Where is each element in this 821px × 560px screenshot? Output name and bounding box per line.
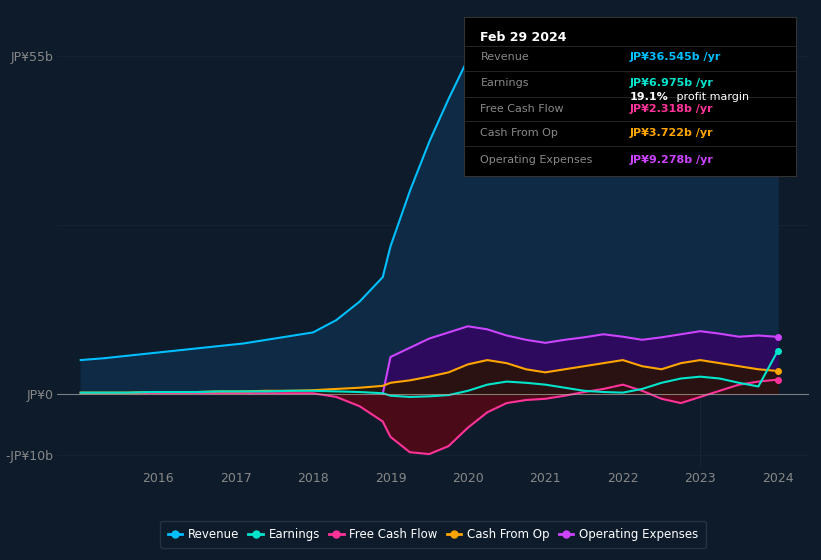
- Text: JP¥36.545b /yr: JP¥36.545b /yr: [631, 53, 722, 63]
- Text: JP¥9.278b /yr: JP¥9.278b /yr: [631, 156, 714, 165]
- Text: profit margin: profit margin: [673, 92, 750, 101]
- Text: Earnings: Earnings: [480, 78, 529, 88]
- Text: Feb 29 2024: Feb 29 2024: [480, 31, 567, 44]
- Text: JP¥3.722b /yr: JP¥3.722b /yr: [631, 128, 713, 138]
- Text: JP¥6.975b /yr: JP¥6.975b /yr: [631, 78, 714, 88]
- Text: Cash From Op: Cash From Op: [480, 128, 558, 138]
- Legend: Revenue, Earnings, Free Cash Flow, Cash From Op, Operating Expenses: Revenue, Earnings, Free Cash Flow, Cash …: [160, 521, 706, 548]
- Text: Free Cash Flow: Free Cash Flow: [480, 104, 564, 114]
- Text: 19.1%: 19.1%: [631, 92, 669, 101]
- Text: Operating Expenses: Operating Expenses: [480, 156, 593, 165]
- Text: Revenue: Revenue: [480, 53, 530, 63]
- Text: JP¥2.318b /yr: JP¥2.318b /yr: [631, 104, 713, 114]
